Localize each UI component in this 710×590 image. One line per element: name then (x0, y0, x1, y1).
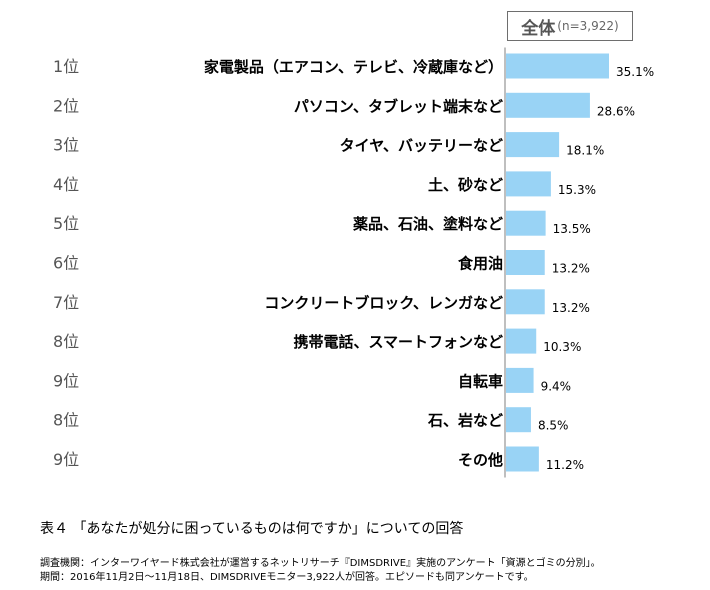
bar (506, 92, 590, 118)
value-label: 35.1% (616, 65, 654, 79)
bar (506, 210, 546, 236)
category-label: 石、岩など (427, 412, 503, 430)
value-label: 8.5% (538, 419, 569, 433)
bar (506, 289, 545, 315)
ranking-bar-chart: 1位 家電製品（エアコン、テレビ、冷蔵庫など） 35.1% 2位 パソコン、タブレット端… (53, 47, 654, 478)
rank-label: 5位 (53, 214, 79, 233)
category-label: 自転車 (458, 372, 503, 390)
bar (506, 367, 534, 393)
rank-label: 8位 (53, 411, 79, 430)
header-sample-size: (n=3,922) (557, 19, 619, 33)
category-label: 携帯電話、スマートフォンなど (293, 333, 503, 351)
category-label: タイヤ、バッテリーなど (340, 137, 503, 155)
category-label: その他 (458, 451, 503, 469)
sample-header-box: 全体 (n=3,922) (507, 11, 633, 41)
value-label: 28.6% (597, 104, 635, 118)
rank-label: 9位 (53, 450, 79, 469)
bar (506, 328, 537, 354)
category-label: パソコン、タブレット端末など (294, 97, 503, 115)
bar (506, 132, 560, 158)
table-caption: 表４ 「あなたが処分に困っているものは何ですか」についての回答 (40, 521, 464, 537)
bar (506, 407, 531, 433)
category-label: 薬品、石油、塗料など (352, 215, 503, 233)
rank-label: 8位 (53, 332, 79, 351)
rank-label: 3位 (53, 136, 79, 155)
value-label: 13.2% (552, 262, 590, 276)
value-label: 9.4% (541, 379, 572, 393)
value-label: 18.1% (566, 144, 604, 158)
value-label: 10.3% (543, 340, 581, 354)
bar (506, 250, 545, 275)
rank-label: 4位 (53, 175, 79, 194)
rank-label: 2位 (53, 96, 79, 115)
rank-label: 1位 (53, 57, 79, 76)
value-label: 13.5% (553, 222, 591, 236)
bar (506, 446, 539, 472)
header-title: 全体 (521, 18, 556, 39)
rank-label: 6位 (53, 254, 79, 273)
rank-label: 9位 (53, 371, 79, 390)
value-label: 15.3% (558, 183, 596, 197)
source-line-period: 期間：2016年11月2日～11月18日、DIMSDRIVEモニター3,922人… (40, 572, 534, 583)
category-label: 家電製品（エアコン、テレビ、冷蔵庫など） (204, 58, 503, 76)
bar (506, 171, 551, 197)
category-label: コンクリートブロック、レンガなど (264, 294, 503, 312)
category-label: 食用油 (458, 255, 503, 273)
value-label: 13.2% (552, 301, 590, 315)
rank-label: 7位 (53, 293, 79, 312)
bar (506, 53, 609, 79)
source-line-survey: 調査機関：インターワイヤード株式会社が運営するネットリサーチ『DIMSDRIVE… (40, 558, 601, 569)
category-label: 土、砂など (428, 176, 503, 194)
value-label: 11.2% (546, 458, 584, 472)
source-note: 調査機関：インターワイヤード株式会社が運営するネットリサーチ『DIMSDRIVE… (40, 557, 601, 585)
